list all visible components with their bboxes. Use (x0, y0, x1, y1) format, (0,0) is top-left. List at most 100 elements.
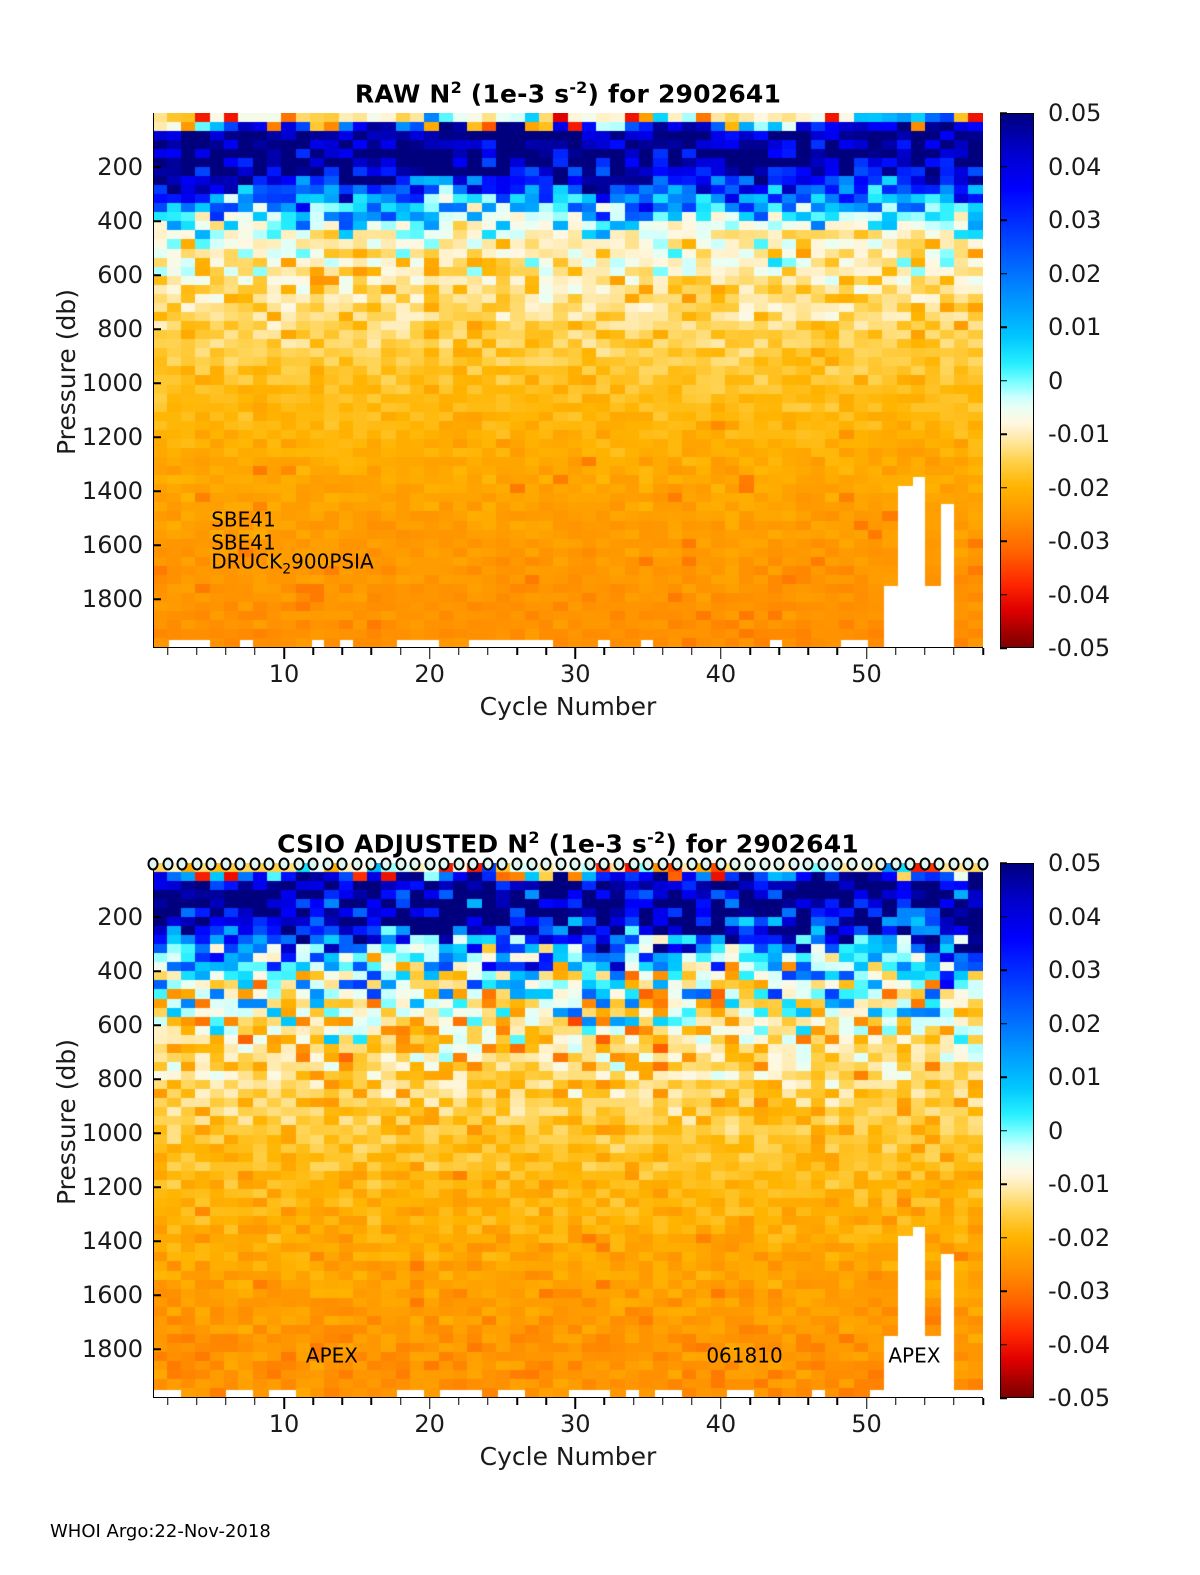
colorbar-tick-mark (1000, 1022, 1007, 1025)
y-tick-mark (153, 274, 161, 276)
y-tick-label: 400 (97, 207, 143, 236)
x-tick-mark (749, 1398, 751, 1405)
colorbar-tick-label: -0.03 (1048, 527, 1111, 555)
annotation-subscript: 2 (282, 561, 292, 578)
x-tick-label: 40 (705, 1410, 737, 1438)
colorbar-tick-mark (1000, 1290, 1007, 1292)
x-tick-mark (661, 648, 664, 655)
x-tick-mark (428, 648, 431, 659)
x-tick-mark (720, 1398, 722, 1409)
colorbar-tick-mark (1000, 165, 1007, 168)
title-superscript: -2 (569, 78, 588, 97)
surface-cycle-marker (467, 857, 479, 871)
x-tick-mark (894, 648, 897, 655)
x-tick-mark (807, 1398, 809, 1405)
x-tick-mark (225, 1398, 227, 1405)
x-axis-label-raw: Cycle Number (479, 692, 657, 721)
surface-cycle-marker (482, 857, 494, 871)
title-superscript: 2 (450, 78, 462, 97)
colorbar-tick-mark (1000, 1129, 1007, 1132)
x-axis-label-adjusted: Cycle Number (479, 1442, 657, 1471)
x-tick-mark (836, 1398, 839, 1405)
surface-cycle-marker (875, 857, 887, 871)
surface-cycle-marker (336, 857, 348, 871)
colorbar-tick-mark (1000, 433, 1007, 435)
surface-cycle-marker (642, 857, 654, 871)
surface-cycle-marker (904, 857, 916, 871)
colorbar-tick-label: 0.05 (1048, 99, 1102, 127)
x-tick-label: 40 (705, 660, 737, 688)
colorbar-tick-label: -0.04 (1048, 1330, 1111, 1359)
colorbar-tick-mark (1000, 647, 1007, 649)
title-superscript: -2 (647, 828, 666, 847)
surface-cycle-marker (278, 857, 290, 871)
surface-cycle-marker (453, 857, 465, 871)
panel-adjusted-title: CSIO ADJUSTED N2 (1e-3 s-2) for 2902641 (153, 828, 983, 858)
x-tick-mark (661, 1398, 664, 1405)
x-tick-mark (924, 1398, 926, 1405)
x-tick-label: 30 (559, 660, 591, 688)
colorbar-tick-label: 0.01 (1048, 1063, 1102, 1091)
surface-cycle-marker (686, 857, 698, 871)
wmo-date-label: 061810 (706, 1343, 783, 1368)
y-tick-mark (153, 1240, 161, 1243)
surface-cycle-marker (511, 857, 523, 871)
surface-cycle-marker (555, 857, 567, 871)
x-tick-mark (574, 648, 577, 659)
colorbar-tick-mark (1000, 969, 1007, 971)
surface-cycle-marker (249, 857, 261, 871)
colorbar-tick-label: -0.03 (1048, 1277, 1111, 1305)
sensor-line-2: SBE41 (211, 530, 276, 555)
y-tick-mark (153, 1078, 161, 1080)
panel-raw-axes: 200 400 600 800 1000 1200 1400 1600 1800 10 20 30 40… (82, 113, 984, 688)
x-tick-mark (894, 1398, 897, 1405)
colorbar-tick-label: -0.05 (1048, 1384, 1111, 1412)
y-tick-mark (153, 328, 161, 330)
x-tick-mark (166, 648, 169, 655)
colorbar-tick-label: 0.05 (1048, 849, 1102, 877)
x-tick-mark (691, 648, 693, 655)
surface-cycle-marker (715, 857, 727, 871)
colorbar-tick-mark (1000, 862, 1007, 864)
surface-cycle-marker (191, 857, 203, 871)
surface-cycle-marker (744, 857, 756, 871)
title-text: ) for 2902641 (587, 79, 782, 109)
x-tick-mark (516, 1398, 518, 1405)
colorbar-tick-label: 0.02 (1048, 259, 1102, 288)
panel-adjusted-axes: 200 400 600 800 1000 1200 1400 1600 1800 10 20 30 40… (82, 857, 989, 1438)
colorbar-tick-mark (1000, 915, 1007, 918)
x-tick-mark (370, 1398, 373, 1405)
colorbar-tick-mark (1000, 379, 1007, 382)
x-tick-mark (225, 648, 227, 655)
x-tick-mark (516, 648, 518, 655)
x-tick-mark (166, 1398, 169, 1405)
annotation-text: 900PSIA (291, 549, 374, 574)
surface-cycle-marker (598, 857, 610, 871)
y-tick-label: 1600 (81, 531, 143, 560)
y-tick-mark (153, 490, 161, 493)
surface-cycle-marker (933, 857, 945, 871)
x-tick-label: 10 (268, 660, 300, 688)
y-tick-mark (153, 598, 161, 601)
x-tick-mark (953, 1398, 955, 1405)
x-tick-mark (254, 648, 256, 655)
colorbar-tick-mark (1000, 272, 1007, 275)
y-tick-mark (153, 1348, 161, 1351)
surface-cycle-marker (613, 857, 625, 871)
x-tick-mark (807, 648, 809, 655)
y-tick-label: 800 (97, 1065, 143, 1094)
platform-label-left: APEX (305, 1343, 358, 1368)
x-tick-mark (312, 1398, 314, 1405)
colorbar-adjusted: 0.05 0.04 0.03 0.02 0.01 0 -0.01 -0.02 -0.03 -0.0… (1000, 849, 1110, 1412)
y-tick-label: 800 (97, 315, 143, 344)
surface-cycle-marker (788, 857, 800, 871)
y-tick-mark (153, 220, 161, 222)
colorbar-tick-mark (1000, 540, 1007, 542)
colorbar-tick-mark (1000, 326, 1007, 328)
title-text: ) for 2902641 (665, 829, 859, 859)
x-tick-mark (545, 1398, 547, 1405)
x-tick-label: 20 (414, 660, 445, 688)
title-text: RAW N (354, 79, 451, 109)
surface-cycle-marker (977, 857, 989, 871)
x-tick-mark (778, 1398, 780, 1405)
